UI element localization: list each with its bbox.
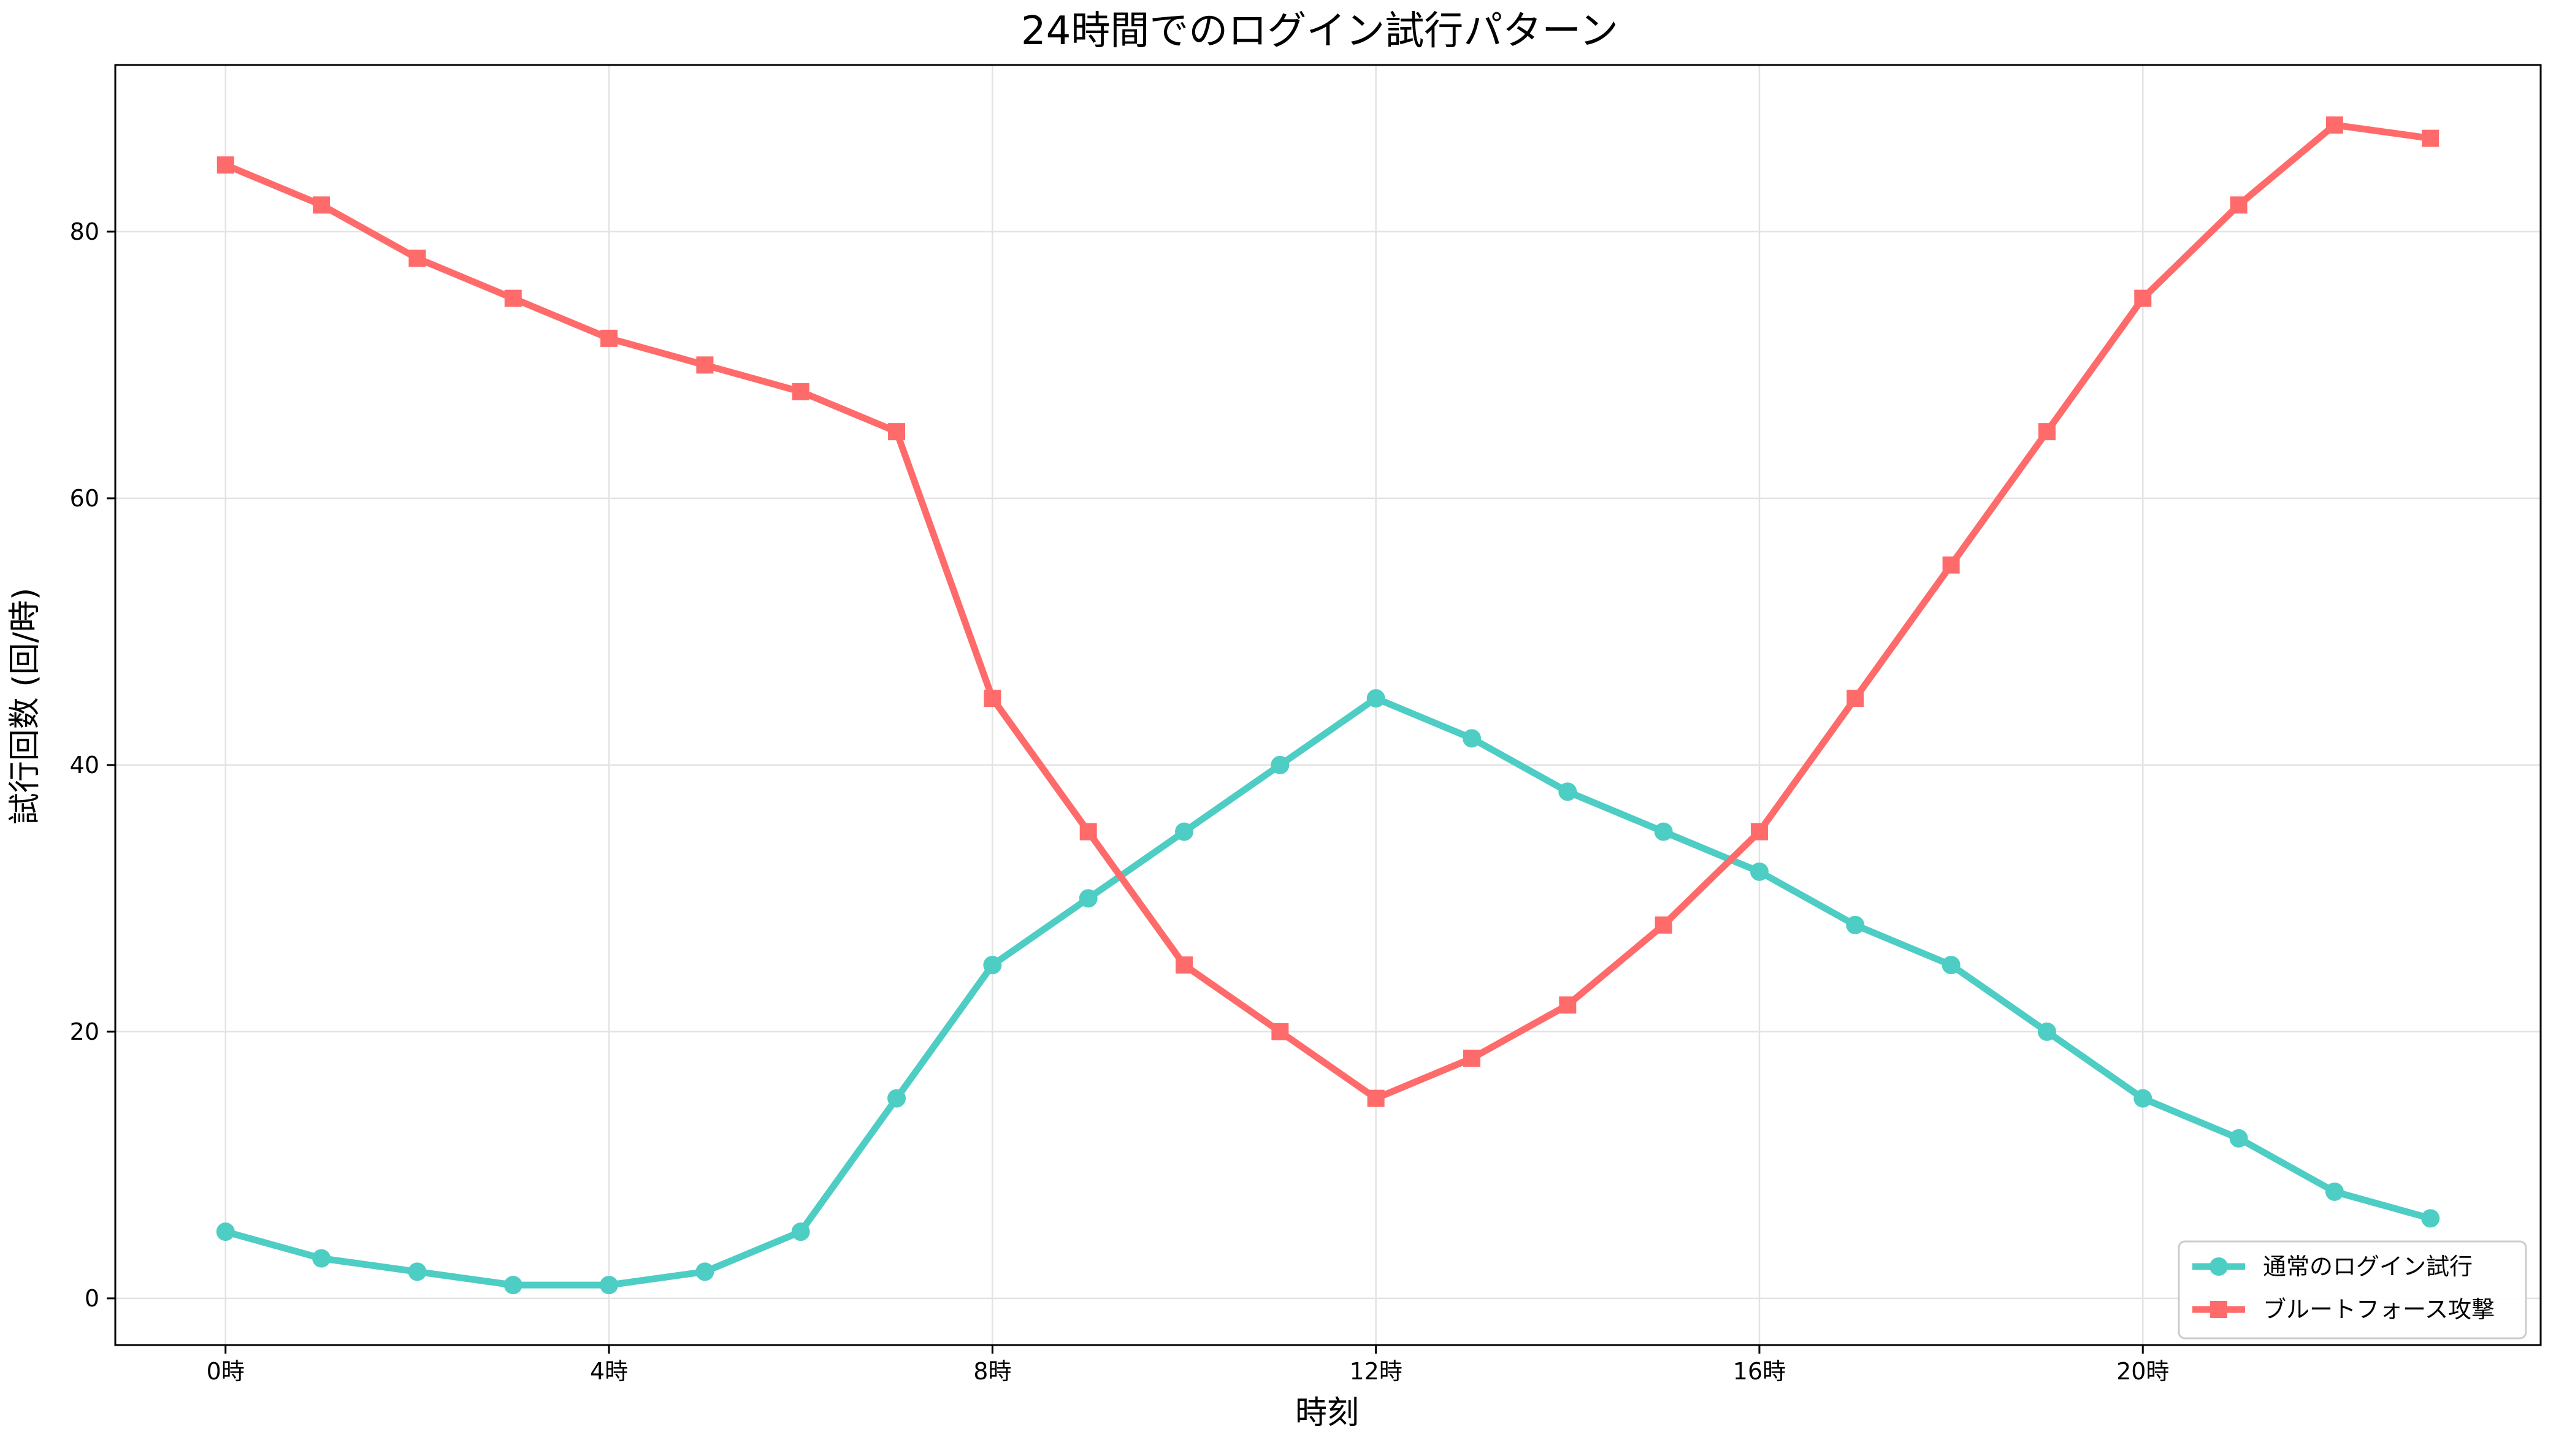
data-point bbox=[600, 329, 618, 347]
data-point bbox=[1271, 1023, 1289, 1040]
data-point bbox=[1846, 915, 1865, 934]
data-point bbox=[1942, 556, 1960, 574]
data-point bbox=[408, 250, 426, 267]
data-point bbox=[504, 289, 522, 307]
data-point bbox=[1079, 889, 1098, 908]
data-point bbox=[1559, 996, 1577, 1014]
data-point bbox=[791, 1222, 810, 1241]
legend-marker bbox=[2210, 1301, 2227, 1318]
data-point bbox=[984, 690, 1001, 707]
x-tick-label: 12時 bbox=[1349, 1358, 1402, 1385]
series-layer bbox=[216, 116, 2440, 1295]
data-point bbox=[1367, 1089, 1385, 1107]
data-point bbox=[887, 1089, 906, 1108]
legend-marker bbox=[2210, 1257, 2228, 1276]
data-point bbox=[408, 1262, 427, 1281]
data-point bbox=[600, 1276, 619, 1295]
x-tick-label: 0時 bbox=[207, 1358, 245, 1385]
series-2 bbox=[216, 116, 2439, 1107]
data-point bbox=[2422, 129, 2439, 147]
y-tick-label: 20 bbox=[70, 1018, 99, 1045]
data-point bbox=[1462, 729, 1481, 748]
data-point bbox=[1366, 689, 1385, 708]
data-point bbox=[312, 1249, 331, 1268]
data-point bbox=[2325, 1182, 2344, 1201]
data-point bbox=[1750, 823, 1768, 840]
x-tick-label: 20時 bbox=[2116, 1358, 2169, 1385]
x-tick-label: 16時 bbox=[1733, 1358, 1786, 1385]
data-point bbox=[1558, 782, 1577, 801]
data-point bbox=[2230, 196, 2248, 214]
data-point bbox=[2421, 1209, 2440, 1228]
y-tick-label: 60 bbox=[70, 485, 99, 512]
data-point bbox=[503, 1276, 522, 1295]
x-axis-label: 時刻 bbox=[1295, 1395, 1359, 1431]
data-point bbox=[1463, 1050, 1480, 1067]
data-point bbox=[2133, 1089, 2152, 1108]
legend-box bbox=[2178, 1240, 2527, 1340]
data-point bbox=[1176, 956, 1193, 974]
data-point bbox=[216, 1222, 235, 1241]
data-point bbox=[216, 156, 234, 174]
data-point bbox=[1655, 916, 1672, 934]
data-point bbox=[1175, 822, 1194, 841]
data-point bbox=[313, 196, 331, 214]
y-tick-label: 0 bbox=[85, 1285, 99, 1312]
y-axis-label: 試行回数 (回/時) bbox=[7, 588, 44, 825]
data-point bbox=[695, 1262, 714, 1281]
y-axis: 0 20 40 60 80 bbox=[70, 218, 115, 1312]
data-point bbox=[1942, 956, 1961, 975]
legend-label: 通常のログイン試行 bbox=[2263, 1253, 2473, 1280]
data-point bbox=[696, 356, 714, 374]
y-tick-label: 40 bbox=[70, 752, 99, 779]
series-line bbox=[222, 121, 2434, 1102]
data-point bbox=[1079, 823, 1097, 840]
data-point bbox=[1846, 690, 1864, 707]
data-point bbox=[2038, 423, 2056, 441]
data-point bbox=[2134, 289, 2152, 307]
series-line bbox=[222, 695, 2434, 1289]
data-point bbox=[1750, 862, 1769, 881]
data-point bbox=[888, 423, 906, 441]
data-point bbox=[2037, 1022, 2056, 1041]
data-point bbox=[983, 956, 1002, 975]
y-tick-label: 80 bbox=[70, 218, 99, 245]
plot-frame bbox=[114, 64, 2542, 1346]
chart-title: 24時間でのログイン試行パターン bbox=[1021, 9, 1618, 54]
legend-label: ブルートフォース攻撃 bbox=[2263, 1296, 2495, 1323]
data-point bbox=[792, 383, 809, 400]
data-point bbox=[1271, 755, 1290, 774]
data-point bbox=[2229, 1129, 2248, 1148]
x-axis: 0時 4時 8時 12時 16時 20時 bbox=[207, 1345, 2169, 1385]
x-tick-label: 4時 bbox=[590, 1358, 628, 1385]
series-1 bbox=[216, 689, 2440, 1295]
grid bbox=[115, 65, 2541, 1345]
data-point bbox=[1654, 822, 1673, 841]
data-point bbox=[2325, 116, 2343, 134]
x-tick-label: 8時 bbox=[973, 1358, 1011, 1385]
